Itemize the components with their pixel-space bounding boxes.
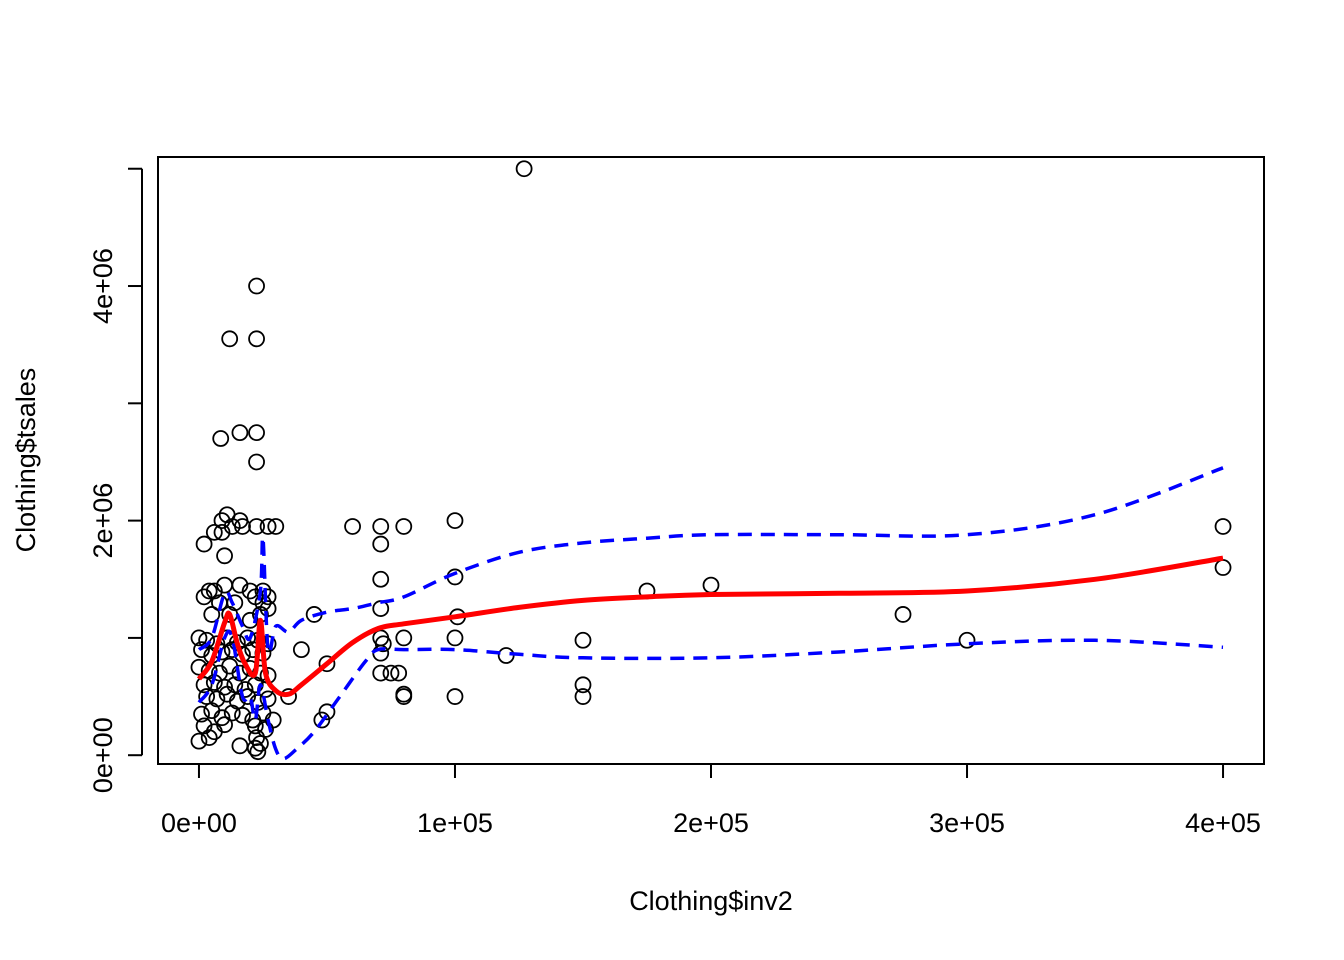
data-point — [200, 582, 218, 600]
y-tick-label: 0e+00 — [88, 717, 118, 793]
data-point — [195, 676, 213, 694]
data-point — [248, 330, 265, 348]
data-point — [958, 631, 976, 649]
data-point — [216, 678, 233, 696]
data-point — [216, 547, 233, 565]
data-point — [234, 518, 251, 535]
x-tick-label: 0e+00 — [161, 808, 237, 838]
data-point — [213, 709, 231, 727]
data-point — [374, 635, 392, 653]
data-point — [390, 664, 408, 682]
data-point — [318, 655, 336, 673]
data-point — [344, 518, 361, 535]
data-point — [395, 688, 413, 705]
data-point — [254, 594, 272, 612]
data-point — [190, 629, 208, 647]
data-point — [246, 717, 264, 735]
data-point — [223, 704, 241, 722]
data-point — [372, 664, 390, 682]
data-point — [702, 576, 720, 594]
data-point — [239, 688, 257, 705]
x-tick-label: 1e+05 — [417, 808, 493, 838]
plot-frame — [157, 156, 1265, 765]
x-tick-label: 3e+05 — [929, 808, 1005, 838]
data-point — [267, 518, 285, 535]
data-point — [246, 676, 264, 694]
data-point — [259, 518, 277, 535]
data-point — [246, 739, 264, 757]
data-point — [1214, 518, 1232, 535]
x-tick-label: 4e+05 — [1185, 808, 1261, 838]
data-point — [213, 512, 231, 530]
data-point — [248, 518, 265, 535]
data-point — [446, 512, 464, 530]
data-point — [248, 453, 265, 471]
data-point — [446, 629, 464, 647]
data-point — [372, 535, 390, 553]
data-point — [372, 518, 390, 535]
y-tick-label: 4e+06 — [88, 248, 118, 324]
data-point — [252, 735, 269, 752]
data-point — [313, 711, 331, 729]
data-point — [198, 631, 216, 649]
data-point — [446, 688, 464, 705]
data-point — [216, 716, 233, 734]
data-point — [248, 277, 265, 295]
data-point — [231, 424, 249, 442]
data-point — [241, 611, 259, 629]
data-point — [193, 705, 210, 723]
data-point — [395, 629, 413, 647]
data-point — [195, 535, 213, 553]
upper-confidence-band — [197, 466, 1224, 655]
data-point — [395, 518, 413, 535]
x-tick-label: 2e+05 — [673, 808, 749, 838]
data-point — [1214, 559, 1232, 576]
data-point — [574, 688, 592, 705]
data-point — [195, 588, 213, 606]
data-point — [894, 606, 912, 623]
data-point — [223, 518, 241, 535]
smooth-fit-line — [196, 555, 1224, 698]
x-axis: 0e+00 1e+05 2e+05 3e+05 4e+05 — [161, 763, 1261, 838]
data-point — [221, 657, 239, 675]
data-point — [221, 330, 239, 348]
data-point — [205, 523, 223, 541]
data-points — [190, 160, 1232, 761]
data-point — [236, 681, 254, 698]
y-tick-label: 2e+06 — [88, 483, 118, 559]
data-point — [248, 424, 265, 442]
data-point — [318, 703, 336, 721]
data-point — [234, 706, 251, 724]
data-point — [292, 641, 310, 659]
data-point — [515, 160, 533, 178]
y-axis-title: Clothing$tsales — [11, 368, 41, 553]
lower-confidence-band — [197, 629, 1224, 761]
data-point — [200, 729, 218, 747]
data-point — [574, 676, 592, 694]
data-point — [193, 641, 210, 659]
data-point — [382, 664, 400, 682]
data-point — [372, 644, 390, 662]
data-point — [241, 582, 259, 600]
data-point — [203, 606, 221, 623]
data-point — [190, 732, 208, 750]
data-point — [231, 737, 249, 755]
data-point — [372, 570, 390, 588]
data-point — [212, 430, 230, 447]
data-point — [213, 523, 231, 541]
data-point — [231, 576, 249, 594]
x-axis-title: Clothing$inv2 — [629, 886, 793, 916]
y-axis: 0e+00 2e+06 4e+06 — [88, 167, 143, 793]
data-point — [574, 631, 592, 649]
